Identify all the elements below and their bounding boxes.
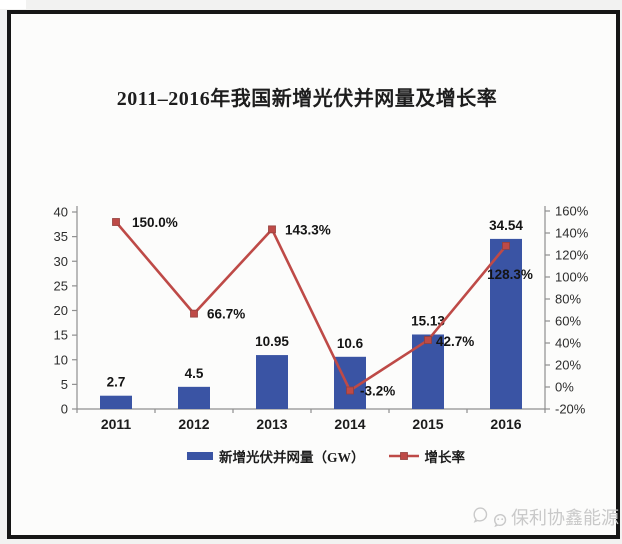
- watermark-text: 保利协鑫能源: [511, 508, 619, 528]
- y-left-tick-label: 35: [54, 229, 68, 244]
- bar-value-label: 34.54: [489, 218, 523, 233]
- growth-value-label: 143.3%: [285, 222, 331, 237]
- y-right-tick-label: -20%: [555, 402, 586, 417]
- chart-legend: 新增光伏并网量（GW） 增长率: [186, 446, 466, 466]
- x-category-label: 2016: [490, 416, 521, 432]
- x-category-label: 2012: [178, 416, 209, 432]
- y-left-tick-label: 40: [54, 205, 68, 220]
- x-category-label: 2013: [256, 416, 287, 432]
- corner-artifact: [0, 0, 26, 9]
- chart-title: 2011–2016年我国新增光伏并网量及增长率: [116, 88, 498, 110]
- y-right-tick-label: 80%: [555, 292, 581, 307]
- bar-value-label: 2.7: [107, 375, 126, 390]
- growth-value-label: 66.7%: [207, 307, 245, 322]
- legend-bar-swatch: [186, 452, 213, 460]
- y-right-tick-label: 100%: [555, 270, 589, 285]
- bar-2012: [178, 386, 210, 409]
- growth-value-label: -3.2%: [360, 384, 395, 399]
- y-right-tick-label: 40%: [555, 336, 581, 351]
- line-marker-2015: [424, 336, 432, 344]
- line-marker-2014: [346, 386, 354, 395]
- legend-line-label: 增长率: [424, 450, 466, 465]
- legend-bar-label: 新增光伏并网量（GW）: [218, 450, 365, 465]
- legend-line-swatch: [388, 452, 419, 460]
- x-category-label: 2015: [412, 416, 443, 432]
- bar-value-label: 10.95: [255, 334, 289, 349]
- y-right-tick-label: 20%: [555, 358, 581, 373]
- bar-2013: [256, 355, 288, 409]
- growth-value-label: 42.7%: [436, 334, 474, 349]
- x-category-label: 2014: [334, 416, 365, 432]
- y-left-tick-label: 20: [54, 303, 68, 318]
- watermark: 保利协鑫能源: [473, 504, 619, 530]
- bar-value-label: 15.13: [411, 313, 445, 328]
- growth-line: [115, 221, 508, 393]
- wechat-bubbles-icon: [473, 507, 507, 528]
- line-marker-2013: [268, 225, 276, 234]
- bar-value-label: 10.6: [337, 336, 364, 351]
- bar-2016: [490, 238, 522, 409]
- y-left-tick-label: 5: [61, 377, 68, 392]
- y-right-tick-label: 140%: [555, 226, 589, 241]
- growth-value-label: 150.0%: [132, 215, 178, 230]
- line-marker-2011: [112, 218, 120, 226]
- bar-value-label: 4.5: [185, 366, 204, 381]
- y-left-tick-label: 0: [61, 402, 68, 417]
- line-marker-2016: [502, 241, 510, 250]
- y-right-tick-label: 160%: [555, 204, 589, 219]
- y-left-tick-label: 25: [54, 278, 68, 293]
- x-category-label: 2011: [101, 416, 132, 432]
- legend-item-line: 增长率: [388, 446, 466, 466]
- y-right-tick-label: 0%: [555, 380, 574, 395]
- y-left-tick-label: 15: [54, 328, 68, 343]
- y-left-tick-label: 10: [54, 352, 68, 367]
- y-right-tick-label: 120%: [555, 248, 589, 263]
- line-marker-2012: [190, 309, 198, 318]
- legend-item-bars: 新增光伏并网量（GW）: [186, 446, 365, 466]
- growth-value-label: 128.3%: [487, 267, 533, 282]
- y-right-tick-label: 60%: [555, 314, 581, 329]
- y-left-tick-label: 30: [54, 254, 68, 269]
- bar-2011: [100, 395, 132, 409]
